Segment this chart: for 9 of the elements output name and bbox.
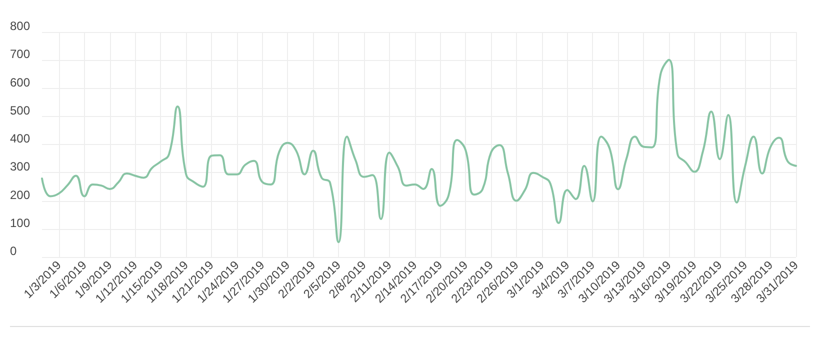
y-tick-label: 700 — [10, 47, 30, 62]
y-tick-label: 500 — [10, 103, 30, 118]
y-tick-label: 100 — [10, 216, 30, 230]
y-tick-label: 600 — [10, 75, 30, 90]
y-tick-label: 0 — [10, 244, 17, 258]
y-tick-label: 400 — [10, 132, 30, 146]
y-tick-label: 300 — [10, 160, 30, 174]
y-tick-label: 200 — [10, 188, 30, 202]
y-tick-label: 800 — [10, 19, 30, 33]
